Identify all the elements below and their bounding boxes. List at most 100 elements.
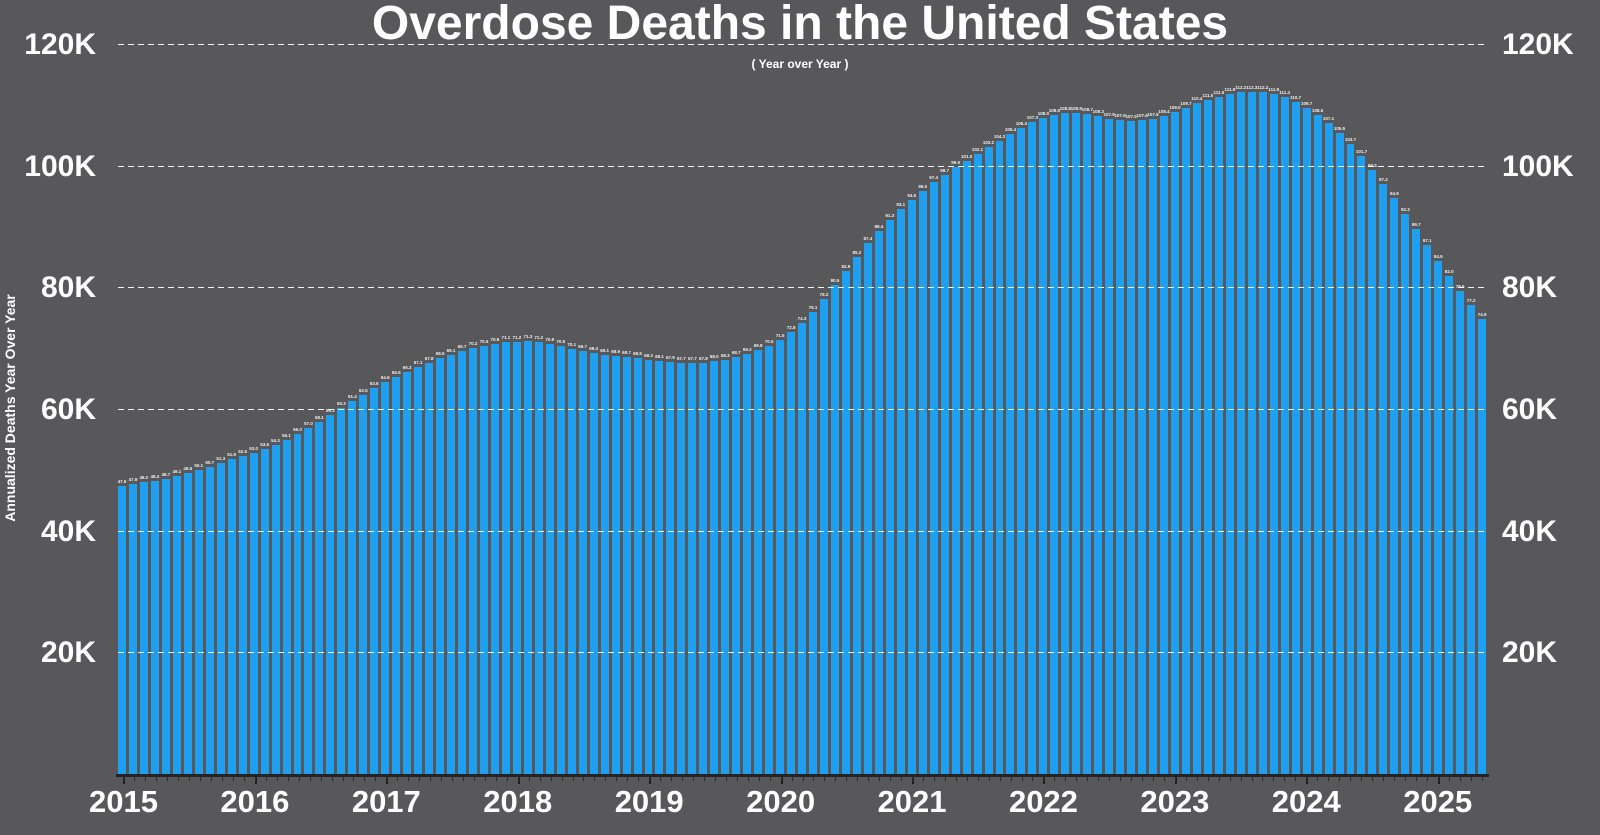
bar-wrap: 67.9 (666, 45, 675, 775)
minor-tick (1120, 777, 1122, 781)
bar-wrap: 54.3 (271, 45, 280, 775)
bar-wrap: 47.9 (129, 45, 137, 775)
bar: 80.5 (831, 278, 839, 775)
bar-value-label: 68.5 (633, 351, 642, 357)
bar-wrap: 69.4 (589, 45, 598, 775)
minor-tick (397, 777, 399, 781)
bar-value-label: 82.0 (1444, 269, 1454, 275)
bar-wrap: 71.1 (502, 45, 510, 775)
bar: 49.1 (172, 469, 181, 775)
bar-value-label: 68.5 (435, 351, 445, 357)
bar: 79.6 (1456, 284, 1465, 775)
bar-value-label: 109.7 (1180, 100, 1192, 106)
bar: 89.4 (874, 224, 883, 775)
bar-wrap: 111.5 (1213, 45, 1224, 775)
bar-wrap: 70.2 (469, 45, 477, 775)
bar-value-label: 70.9 (490, 336, 500, 342)
bar: 98.7 (940, 168, 949, 775)
bar-wrap: 70.1 (567, 45, 576, 775)
bar: 112.3 (1246, 85, 1257, 775)
minor-tick (879, 777, 881, 781)
bar-wrap: 69.2 (743, 45, 752, 775)
bar-wrap: 59.2 (326, 45, 335, 775)
bar-value-label: 101.0 (960, 153, 973, 159)
bar: 47.5 (118, 479, 126, 775)
bar-value-label: 47.9 (128, 476, 138, 482)
minor-tick (243, 777, 245, 781)
bar-value-label: 110.7 (1290, 94, 1302, 100)
bar: 89.7 (1412, 222, 1421, 775)
minor-tick (145, 777, 147, 781)
bar-value-label: 67.8 (424, 355, 434, 361)
bar: 53.0 (249, 446, 258, 775)
bar: 94.8 (1390, 191, 1399, 775)
bar-value-label: 68.9 (611, 348, 620, 354)
minor-tick (189, 777, 191, 781)
minor-tick (1131, 777, 1133, 781)
bar-wrap: 74.3 (798, 45, 806, 775)
minor-tick (1328, 777, 1330, 781)
bar: 68.0 (710, 354, 719, 775)
x-year-label: 2017 (351, 784, 421, 819)
bar-value-label: 69.7 (578, 344, 588, 349)
minor-tick (1098, 777, 1100, 781)
bar: 85.2 (853, 250, 861, 775)
minor-tick (419, 777, 421, 781)
bar: 110.4 (1191, 96, 1202, 775)
bar-value-label: 111.9 (1224, 87, 1236, 93)
minor-tick (1240, 777, 1242, 781)
minor-tick (287, 777, 289, 781)
bar-wrap: 71.2 (534, 45, 543, 775)
minor-tick (627, 777, 629, 781)
minor-tick (638, 777, 640, 781)
minor-tick (1361, 777, 1363, 781)
bar-wrap: 112.2 (1235, 45, 1246, 775)
y-axis-labels-left: 20K 40K 60K 80K 100K 120K (0, 30, 108, 775)
y-tick-label: 20K (1502, 636, 1558, 670)
minor-tick (1481, 777, 1483, 781)
bar-wrap: 92.3 (1401, 45, 1410, 775)
bar-value-label: 50.1 (194, 463, 204, 469)
x-year-label: 2020 (746, 784, 816, 819)
bar-value-label: 56.0 (293, 427, 302, 433)
bar-value-label: 106.4 (1015, 120, 1028, 126)
bar: 71.2 (512, 335, 521, 775)
bar-wrap: 107.6 (1136, 45, 1148, 775)
bar-wrap: 108.5 (1312, 45, 1323, 775)
gridline (118, 44, 1487, 45)
minor-tick (539, 777, 541, 781)
bar-value-label: 48.7 (161, 471, 171, 477)
minor-tick (747, 777, 749, 781)
bar-value-label: 68.0 (709, 354, 719, 360)
minor-tick (835, 777, 837, 781)
year-tick (1437, 777, 1440, 784)
bar-value-label: 71.1 (501, 335, 511, 341)
minor-tick (802, 777, 804, 781)
minor-tick (408, 777, 410, 781)
bar-value-label: 107.9 (1147, 111, 1159, 117)
minor-tick (1032, 777, 1034, 781)
minor-tick (1109, 777, 1111, 781)
bar-wrap: 49.1 (172, 45, 181, 775)
minor-tick (156, 777, 158, 781)
minor-tick (824, 777, 826, 781)
bar: 108.7 (1082, 107, 1093, 775)
bar-wrap: 108.5 (1049, 45, 1060, 775)
x-year-label: 2024 (1271, 784, 1341, 819)
bar-wrap: 68.9 (611, 45, 620, 775)
minor-tick (528, 777, 530, 781)
bar-wrap: 64.6 (381, 45, 390, 775)
bar: 107.6 (1115, 113, 1126, 775)
gridline (118, 287, 1487, 289)
bar-value-label: 89.4 (874, 224, 884, 230)
bar: 84.5 (1434, 254, 1443, 775)
bar-value-label: 49.1 (172, 469, 182, 475)
bar-wrap: 101.7 (1356, 45, 1367, 775)
minor-tick (506, 777, 508, 781)
bar-wrap: 69.8 (754, 45, 763, 775)
bar: 70.9 (545, 337, 554, 775)
minor-tick (561, 777, 563, 781)
bar-wrap: 89.4 (874, 45, 883, 775)
bar: 68.1 (655, 354, 664, 775)
bar-wrap: 67.8 (699, 45, 708, 775)
